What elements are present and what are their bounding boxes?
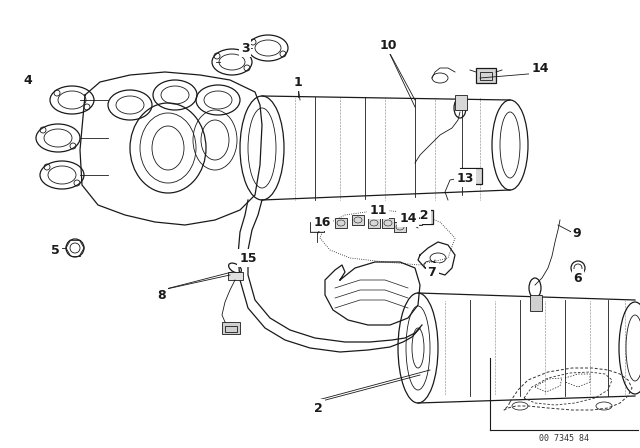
Text: 13: 13 bbox=[456, 172, 474, 185]
Text: 3: 3 bbox=[241, 42, 250, 55]
Bar bbox=[352, 215, 364, 225]
Text: 1: 1 bbox=[294, 76, 302, 89]
Text: 9: 9 bbox=[573, 227, 581, 240]
Text: 10: 10 bbox=[380, 39, 397, 52]
Bar bbox=[368, 218, 380, 228]
Bar bbox=[415, 210, 433, 224]
Text: 14: 14 bbox=[399, 211, 417, 224]
Bar bbox=[243, 255, 253, 261]
Text: 5: 5 bbox=[51, 244, 60, 257]
Bar bbox=[408, 215, 422, 225]
Bar bbox=[480, 72, 492, 80]
Bar bbox=[455, 95, 467, 110]
Bar bbox=[530, 295, 542, 311]
Text: 7: 7 bbox=[428, 266, 436, 279]
Bar bbox=[335, 218, 347, 228]
Bar bbox=[310, 222, 324, 232]
Bar bbox=[240, 252, 256, 264]
Bar bbox=[382, 218, 394, 228]
Text: 8: 8 bbox=[157, 289, 166, 302]
Bar bbox=[476, 68, 496, 83]
Text: 6: 6 bbox=[573, 271, 582, 284]
Text: 15: 15 bbox=[239, 251, 257, 264]
Bar bbox=[222, 322, 240, 334]
Text: 14: 14 bbox=[531, 61, 548, 74]
Text: 00 7345 84: 00 7345 84 bbox=[539, 434, 589, 443]
Text: 16: 16 bbox=[314, 215, 331, 228]
Text: 12: 12 bbox=[412, 208, 429, 221]
Text: 4: 4 bbox=[24, 73, 33, 86]
Bar bbox=[460, 168, 482, 184]
Text: 2: 2 bbox=[314, 401, 323, 414]
Text: 11: 11 bbox=[369, 203, 387, 216]
Bar bbox=[394, 222, 406, 232]
Bar bbox=[228, 272, 243, 280]
Bar bbox=[225, 326, 237, 332]
